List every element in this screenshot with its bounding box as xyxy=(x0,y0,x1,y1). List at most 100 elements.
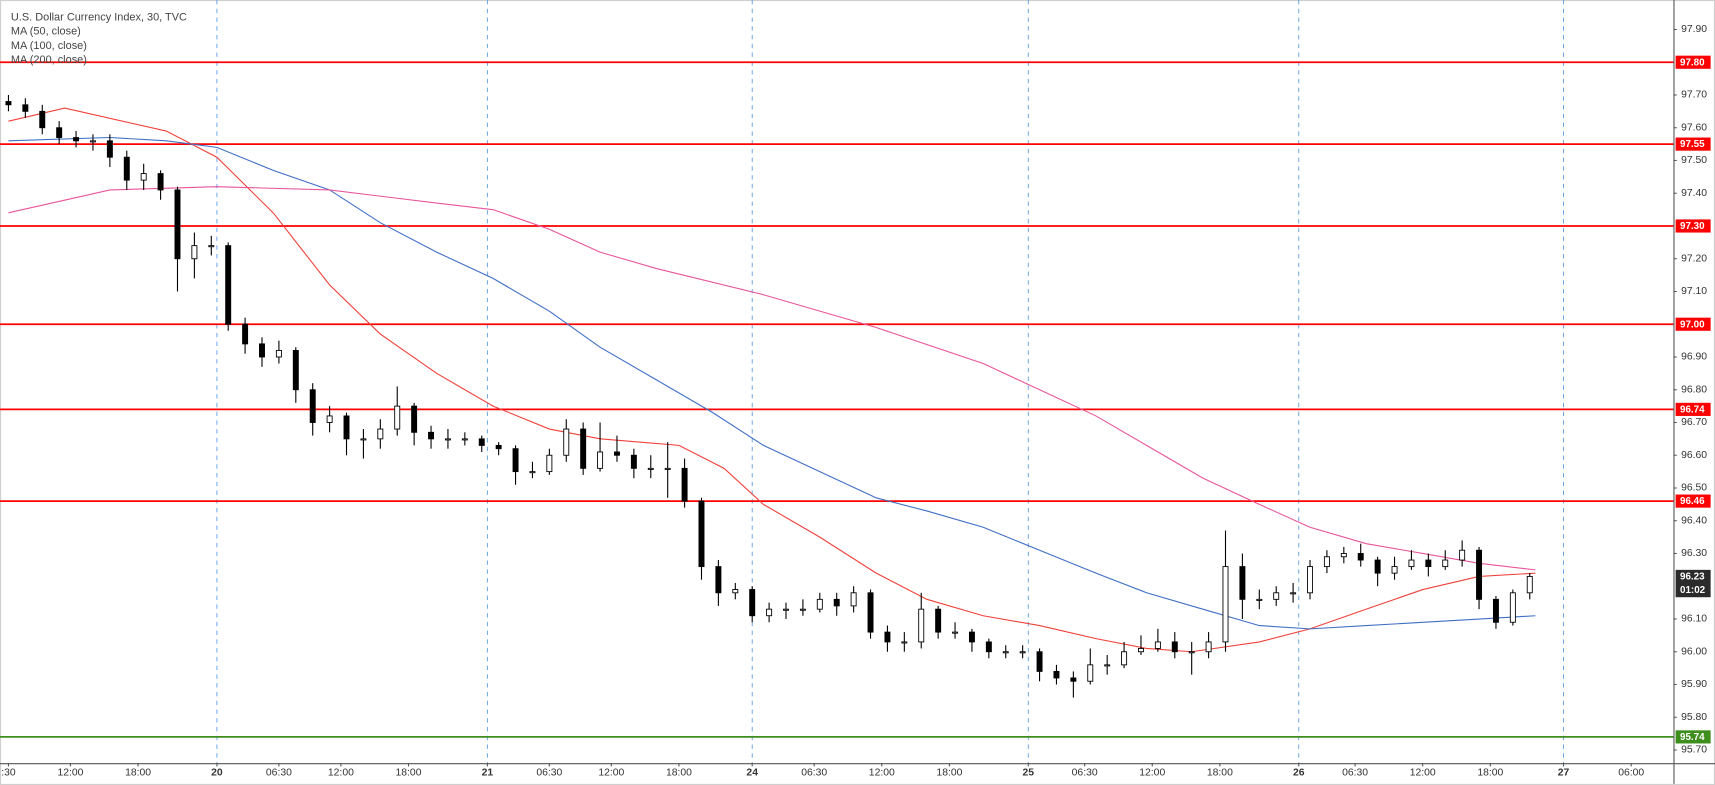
level-label-box xyxy=(1675,55,1711,69)
last-price-box xyxy=(1675,569,1711,598)
candle-body xyxy=(1188,651,1195,654)
moving-average-line xyxy=(8,107,1536,653)
y-tick-label: 97.50 xyxy=(1681,155,1707,166)
candle-body xyxy=(1036,651,1043,672)
x-tick-label: 27 xyxy=(1558,768,1570,779)
candle-body xyxy=(157,173,164,191)
candle-body xyxy=(1121,651,1128,666)
candle-body xyxy=(1222,566,1229,643)
x-tick-label: 18:00 xyxy=(936,768,962,779)
x-tick-label: 25 xyxy=(1023,768,1035,779)
candle-body xyxy=(1374,559,1381,574)
level-label-box xyxy=(1675,317,1711,331)
candle-body xyxy=(292,350,299,391)
candle-body xyxy=(73,137,80,142)
candle-body xyxy=(495,444,502,450)
candle-body xyxy=(259,343,265,358)
candle-body xyxy=(816,598,823,610)
y-tick-label: 96.00 xyxy=(1681,646,1707,657)
candle-body xyxy=(732,589,739,594)
candle-body xyxy=(1340,553,1347,558)
candle-body xyxy=(1070,677,1077,682)
x-tick-label: 18:00 xyxy=(666,768,692,779)
candle-body xyxy=(343,415,350,440)
candle-body xyxy=(191,245,198,260)
candle-body xyxy=(1425,559,1432,568)
candle-body xyxy=(783,608,789,611)
legend-entry: MA (100, close) xyxy=(11,40,87,52)
candle-body xyxy=(529,471,536,474)
candle-body xyxy=(715,566,722,594)
y-tick-label: 97.70 xyxy=(1681,90,1707,101)
candle-body xyxy=(1357,553,1364,561)
level-label: 97.30 xyxy=(1680,221,1705,232)
level-label: 97.55 xyxy=(1680,139,1705,150)
y-tick-label: 95.70 xyxy=(1681,745,1707,756)
y-tick-label: 97.20 xyxy=(1681,253,1707,264)
candle-body xyxy=(1171,641,1178,653)
candle-body xyxy=(56,127,63,138)
candle-body xyxy=(1526,575,1533,594)
level-label-box xyxy=(1675,137,1711,151)
candle-body xyxy=(394,405,401,430)
x-tick-label: 12:00 xyxy=(57,768,83,779)
candle-body xyxy=(1442,559,1449,568)
x-tick-label: 06:30 xyxy=(266,768,292,779)
level-label-box xyxy=(1675,730,1711,744)
candle-body xyxy=(1019,651,1026,654)
candle-body xyxy=(614,451,620,456)
candle-body xyxy=(546,454,553,473)
level-label: 97.00 xyxy=(1680,319,1705,330)
candle-body xyxy=(106,140,113,158)
y-tick-label: 97.90 xyxy=(1681,24,1707,35)
candle-body xyxy=(1391,566,1398,574)
x-tick-label: 24 xyxy=(746,768,758,779)
y-tick-label: 97.60 xyxy=(1681,122,1707,133)
candle-body xyxy=(1408,559,1415,568)
legend-entry: MA (50, close) xyxy=(11,26,81,38)
candle-body xyxy=(360,438,367,441)
candle-body xyxy=(208,245,215,248)
candle-body xyxy=(309,389,316,423)
candle-body xyxy=(766,608,773,617)
candle-body xyxy=(799,608,806,611)
candle-body xyxy=(918,608,925,643)
candle-body xyxy=(39,110,46,129)
level-label-box xyxy=(1675,219,1711,233)
candle-body xyxy=(563,428,570,456)
level-label: 97.80 xyxy=(1680,57,1705,68)
y-tick-label: 96.40 xyxy=(1681,515,1707,526)
candle-body xyxy=(647,467,654,470)
candle-body xyxy=(326,415,333,423)
candle-body xyxy=(867,592,874,633)
candle-body xyxy=(377,428,384,440)
candle-body xyxy=(5,101,12,106)
candle-body xyxy=(935,608,942,633)
candle-body xyxy=(1002,651,1009,654)
candle-body xyxy=(22,104,29,112)
x-tick-label: 12:00 xyxy=(869,768,895,779)
candle-body xyxy=(664,467,671,470)
candle-body xyxy=(580,428,587,469)
candle-body xyxy=(512,448,519,473)
axes: :30 12:00 18:00 20 06:30 12:00 18:00 21 06:30 12:… xyxy=(1,24,1711,779)
x-tick-label: 20 xyxy=(211,768,223,779)
moving-average-line xyxy=(8,136,1536,630)
legend-entry: MA (200, close) xyxy=(11,54,87,66)
candle-body xyxy=(1256,598,1263,601)
candle-body xyxy=(1138,648,1144,653)
moving-average-line xyxy=(8,186,1536,571)
candle-body xyxy=(89,140,96,143)
x-tick-label: 21 xyxy=(482,768,494,779)
candle-body xyxy=(444,438,451,441)
candle-body xyxy=(174,189,181,260)
x-tick-label: 12:00 xyxy=(328,768,354,779)
x-tick-label: 12:00 xyxy=(598,768,624,779)
y-tick-label: 96.80 xyxy=(1681,384,1707,395)
candle-body xyxy=(1492,598,1499,623)
x-tick-label: 06:00 xyxy=(1618,768,1644,779)
x-tick-label: 18:00 xyxy=(1207,768,1233,779)
candle-body xyxy=(478,438,485,446)
